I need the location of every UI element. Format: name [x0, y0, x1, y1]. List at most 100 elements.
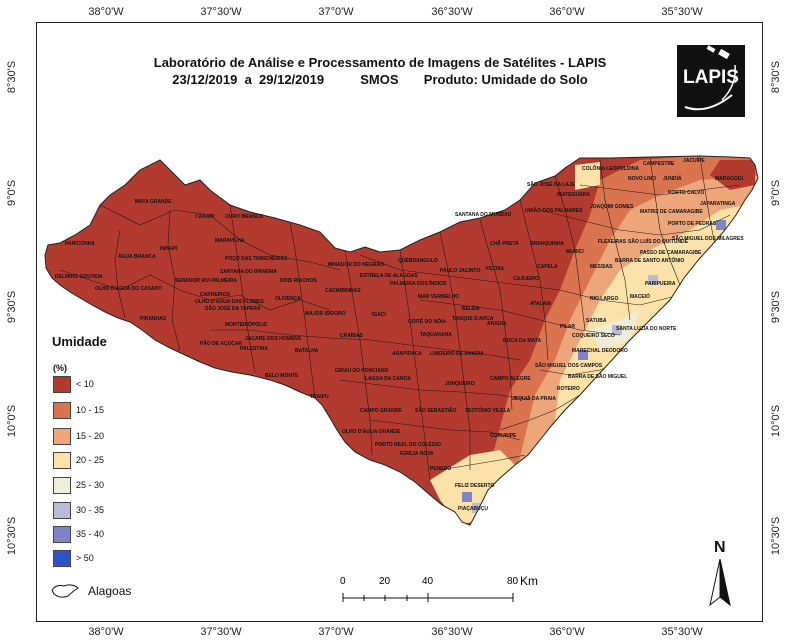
- municipality-label: OURO BRANCO: [225, 214, 263, 220]
- municipality-label: SÃO SEBASTIÃO: [415, 407, 457, 414]
- legend-label: 35 - 40: [76, 529, 105, 539]
- lon-tick-bottom: 36°0'W: [549, 626, 585, 638]
- municipality-label: BARRA DE SÃO MIGUEL: [568, 373, 627, 380]
- lon-tick-top: 38°0'W: [88, 6, 124, 18]
- lon-tick-top: 36°30'W: [431, 6, 473, 18]
- scale-bar: 0 20 40 80 Km: [330, 574, 550, 610]
- municipality-label: CAMPO GRANDE: [360, 408, 402, 414]
- north-arrow-icon: [709, 559, 731, 607]
- legend-unit: (%): [53, 363, 67, 373]
- municipality-label: JACUÍPE: [683, 156, 705, 164]
- municipality-label: SANTANA DO IPANEMA: [220, 269, 277, 275]
- map-subtitle: 23/12/2019 a 29/12/2019 SMOS Produto: Um…: [172, 72, 588, 87]
- municipality-label: SÃO JOSÉ DA TAPERA: [205, 304, 261, 312]
- municipality-borders: [59, 156, 741, 481]
- municipality-label: CACIMBINHAS: [325, 288, 361, 294]
- municipality-label: JACARÉ DOS HOMENS: [245, 334, 302, 342]
- municipality-label: JEQUIÁ DA PRAIA: [512, 395, 556, 402]
- municipality-label: LIMOEIRO DE ANADIA: [430, 351, 484, 357]
- north-label: N: [714, 539, 726, 556]
- municipality-label: SÃO LUÍS DO QUITUNDE: [628, 237, 689, 245]
- municipality-label: PIAÇABUÇU: [458, 506, 488, 512]
- municipality-label: MARAGOGI: [715, 176, 744, 182]
- municipality-label: JAPARATINGA: [700, 201, 736, 207]
- municipality-label: FLEXEIRAS: [598, 239, 627, 245]
- municipality-label: JUNQUEIRO: [445, 381, 475, 387]
- municipality-label: PARICONHA: [65, 241, 95, 247]
- municipality-label: CAMPO ALEGRE: [490, 376, 531, 382]
- municipality-label: PORTO REAL DO COLÉGIO: [375, 440, 441, 448]
- municipality-label: PILAR: [560, 324, 575, 330]
- scale-unit: Km: [520, 574, 538, 588]
- legend-swatch: [53, 526, 71, 543]
- municipality-label: BATALHA: [295, 348, 319, 354]
- municipality-label: BARRA DE SANTO ANTÔNIO: [615, 256, 684, 264]
- municipality-label: BELÉM: [462, 304, 480, 312]
- lon-tick-bottom: 38°0'W: [88, 626, 124, 638]
- municipality-label: MATA GRANDE: [135, 199, 172, 205]
- legend-label: 30 - 35: [76, 505, 105, 515]
- municipality-label: CORURIPE: [490, 433, 517, 439]
- municipality-label: ATALAIA: [530, 301, 552, 307]
- lon-tick-top: 37°0'W: [318, 6, 354, 18]
- municipality-label: PORTO DE PEDRAS: [668, 221, 717, 227]
- satellite-icon: [684, 45, 736, 111]
- lon-tick-top: 37°30'W: [200, 6, 242, 18]
- legend-label: 15 - 20: [76, 431, 105, 441]
- north-arrow: N: [706, 539, 746, 609]
- scale-label: 20: [379, 576, 391, 587]
- lapis-logo: LAPIS: [677, 45, 745, 117]
- municipality-label: COLÔNIA LEOPOLDINA: [582, 164, 639, 172]
- state-outline-icon: [51, 584, 79, 598]
- municipality-label: MESSIAS: [590, 264, 613, 270]
- municipality-label: TANQUE D'ARCA: [452, 316, 494, 322]
- municipality-label: BELO MONTE: [265, 373, 299, 379]
- municipality-label: PENEDO: [430, 466, 451, 472]
- municipality-label: CAPELA: [537, 264, 558, 270]
- municipality-label: CHÃ PRETA: [490, 240, 519, 247]
- municipality-label: MINADOR DO NEGRÃO: [328, 261, 384, 268]
- legend-swatch: [53, 550, 71, 567]
- municipality-label: CAMPESTRE: [643, 161, 675, 167]
- municipality-label: PIRANHAS: [140, 316, 167, 322]
- municipality-label: TRAIPU: [310, 394, 329, 400]
- municipality-label: CARNEIROS: [200, 292, 231, 298]
- municipality-label: RIO LARGO: [590, 296, 618, 302]
- municipality-label: JOAQUIM GOMES: [590, 204, 634, 210]
- legend-label: 20 - 25: [76, 455, 105, 465]
- municipality-label: DELMIRO GOUVEIA: [55, 274, 103, 280]
- municipality-label: PÃO DE AÇÚCAR: [200, 340, 242, 347]
- municipality-label: DOIS RIACHOS: [280, 278, 317, 284]
- municipality-label: MACEIÓ: [630, 292, 650, 300]
- municipality-label: VIÇOSA: [485, 266, 505, 272]
- legend-swatch: [53, 452, 71, 469]
- municipality-label: INHAPI: [160, 246, 178, 252]
- legend-label: < 10: [76, 379, 94, 389]
- lon-tick-top: 36°0'W: [549, 6, 585, 18]
- municipality-label: MONTEIRÓPOLIS: [225, 320, 268, 328]
- municipality-label: OLIVENÇA: [275, 296, 301, 302]
- municipality-label: ÁGUA BRANCA: [118, 253, 156, 260]
- legend-label: 25 - 30: [76, 480, 105, 490]
- municipality-label: PALESTINA: [240, 346, 268, 352]
- municipality-label: POÇO DAS TRINCHEIRAS: [225, 256, 288, 262]
- municipality-label: PALMEIRA DOS ÍNDIOS: [390, 279, 447, 287]
- municipality-label: FELIZ DESERTO: [455, 483, 494, 489]
- municipality-label: IGREJA NOVA: [400, 451, 434, 457]
- legend-label: 10 - 15: [76, 405, 105, 415]
- municipality-label: SÃO JOSÉ DA LAJE: [527, 180, 576, 188]
- municipality-label: SANTA LUZIA DO NORTE: [616, 326, 677, 332]
- scale-label: 80: [507, 576, 519, 587]
- municipality-label: PASSO DE CAMARAGIBE: [640, 250, 702, 256]
- municipality-label: ROTEIRO: [557, 386, 580, 392]
- legend-title: Umidade: [52, 334, 107, 349]
- municipality-label: UNIÃO DOS PALMARES: [525, 207, 583, 214]
- scale-bar-graphic: [342, 593, 514, 602]
- municipality-label: ANADIA: [487, 321, 507, 327]
- municipality-label: ARAPIRACA: [392, 351, 422, 357]
- lon-tick-bottom: 36°30'W: [431, 626, 473, 638]
- municipality-label: CRAÍBAS: [340, 331, 363, 339]
- municipality-label: SÃO MIGUEL DOS MILAGRES: [672, 235, 744, 242]
- legend-swatch: [53, 376, 71, 393]
